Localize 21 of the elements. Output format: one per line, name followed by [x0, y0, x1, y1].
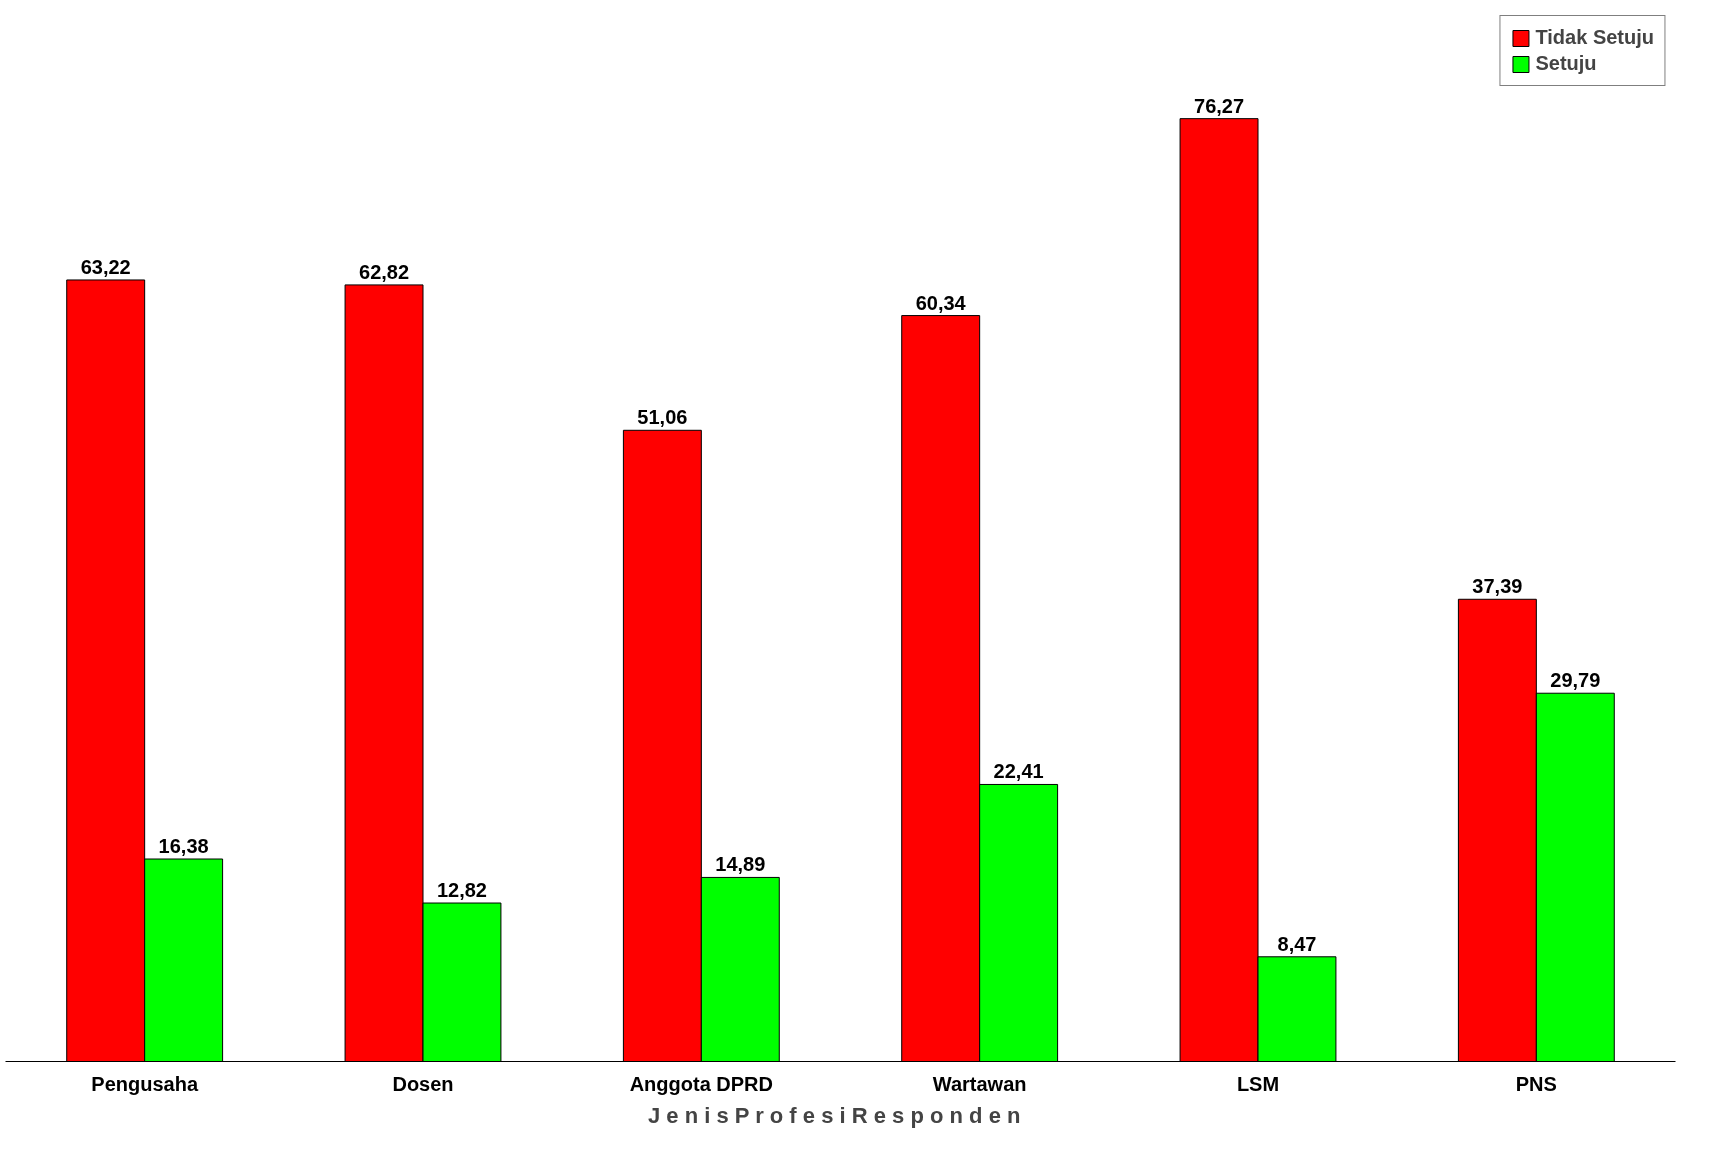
data-label: 76,27 [1194, 94, 1245, 117]
data-label: 37,39 [1472, 575, 1523, 598]
x-tick-label: PNS [1515, 1072, 1557, 1095]
x-axis-title: J e n i s P r o f e s i R e s p o n d e n [647, 1102, 1021, 1128]
data-label: 22,41 [993, 760, 1044, 783]
x-tick-label: Dosen [392, 1072, 454, 1095]
x-tick-label: Wartawan [932, 1072, 1027, 1095]
data-label: 8,47 [1277, 932, 1317, 955]
x-tick-label: Anggota DPRD [629, 1072, 773, 1095]
data-label: 60,34 [915, 291, 967, 314]
data-label: 12,82 [436, 879, 487, 902]
data-label: 14,89 [715, 853, 766, 876]
data-label: 51,06 [637, 406, 688, 429]
data-label: 29,79 [1550, 669, 1601, 692]
legend-label: Setuju [1535, 52, 1597, 75]
x-tick-label: LSM [1236, 1072, 1280, 1095]
data-label: 62,82 [359, 260, 410, 283]
data-label: 16,38 [158, 835, 209, 858]
data-label: 63,22 [80, 255, 131, 278]
x-tick-label: Pengusaha [91, 1072, 199, 1095]
legend-label: Tidak Setuju [1535, 26, 1654, 49]
